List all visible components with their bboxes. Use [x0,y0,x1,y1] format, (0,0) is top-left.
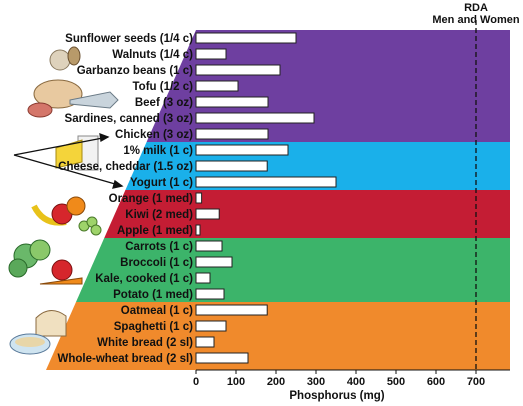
bar [195,320,227,332]
x-tick-label: 600 [427,376,445,388]
category-label: Kiwi (2 med) [125,209,193,221]
bar [195,144,289,156]
category-label: Broccoli (1 c) [120,257,193,269]
food-group-bands [46,30,510,370]
bar [195,336,215,348]
group-band-5 [46,302,510,370]
category-label: Cheese, cheddar (1.5 oz) [58,161,193,173]
rda-label: RDA [464,2,488,14]
bar [195,352,249,364]
bars-layer [195,32,337,364]
group-band-4 [46,238,510,302]
dairy-illustration [55,135,99,171]
bar [195,32,297,44]
bar [195,224,201,236]
bar [195,112,315,124]
dairy-arrows [13,133,124,189]
fruit-illustration [31,196,102,236]
category-label: Apple (1 med) [117,225,193,237]
category-label: Sardines, canned (3 oz) [65,113,194,125]
bar [195,160,268,172]
category-label: Sunflower seeds (1/4 c) [65,33,193,45]
bar [195,304,268,316]
bar [195,208,220,220]
bar [195,48,227,60]
category-label: Beef (3 oz) [135,97,193,109]
x-axis-ticks: 0 100 200 300 400 500 600 700 [193,370,485,388]
grain-illustration [9,310,67,355]
x-axis-title: Phosphorus (mg) [289,390,384,402]
x-tick-label: 400 [347,376,365,388]
bar [195,64,281,76]
category-label: Whole-wheat bread (2 sl) [58,353,194,365]
vegetable-illustration [8,239,83,285]
category-label: Yogurt (1 c) [130,177,193,189]
bar [195,96,269,108]
bar [195,272,211,284]
category-label: Walnuts (1/4 c) [112,49,193,61]
x-tick-label: 300 [307,376,325,388]
category-label: Tofu (1/2 c) [133,81,194,93]
bar [195,128,269,140]
x-tick-label: 500 [387,376,405,388]
bar [195,288,225,300]
x-tick-label: 700 [467,376,485,388]
bar [195,240,223,252]
rda-label-subtitle: Men and Women [432,14,519,26]
category-labels-layer: Sunflower seeds (1/4 c) Walnuts (1/4 c) Ga… [58,33,194,365]
category-label: 1% milk (1 c) [123,145,193,157]
category-label: White bread (2 sl) [97,337,193,349]
category-label: Orange (1 med) [109,193,194,205]
x-tick-label: 0 [193,376,199,388]
category-label: Carrots (1 c) [125,241,193,253]
x-tick-label: 100 [227,376,245,388]
category-label: Kale, cooked (1 c) [95,273,193,285]
food-illustrations [8,46,119,355]
bar [195,80,239,92]
x-tick-label: 200 [267,376,285,388]
bar [195,256,233,268]
category-label: Potato (1 med) [113,289,193,301]
category-label: Spaghetti (1 c) [114,321,193,333]
meat-fish-illustration [27,46,119,118]
category-label: Oatmeal (1 c) [121,305,193,317]
bar [195,176,337,188]
category-label: Chicken (3 oz) [115,129,193,141]
group-band-3 [46,190,510,238]
bar [195,192,203,204]
category-label: Garbanzo beans (1 c) [77,65,193,77]
